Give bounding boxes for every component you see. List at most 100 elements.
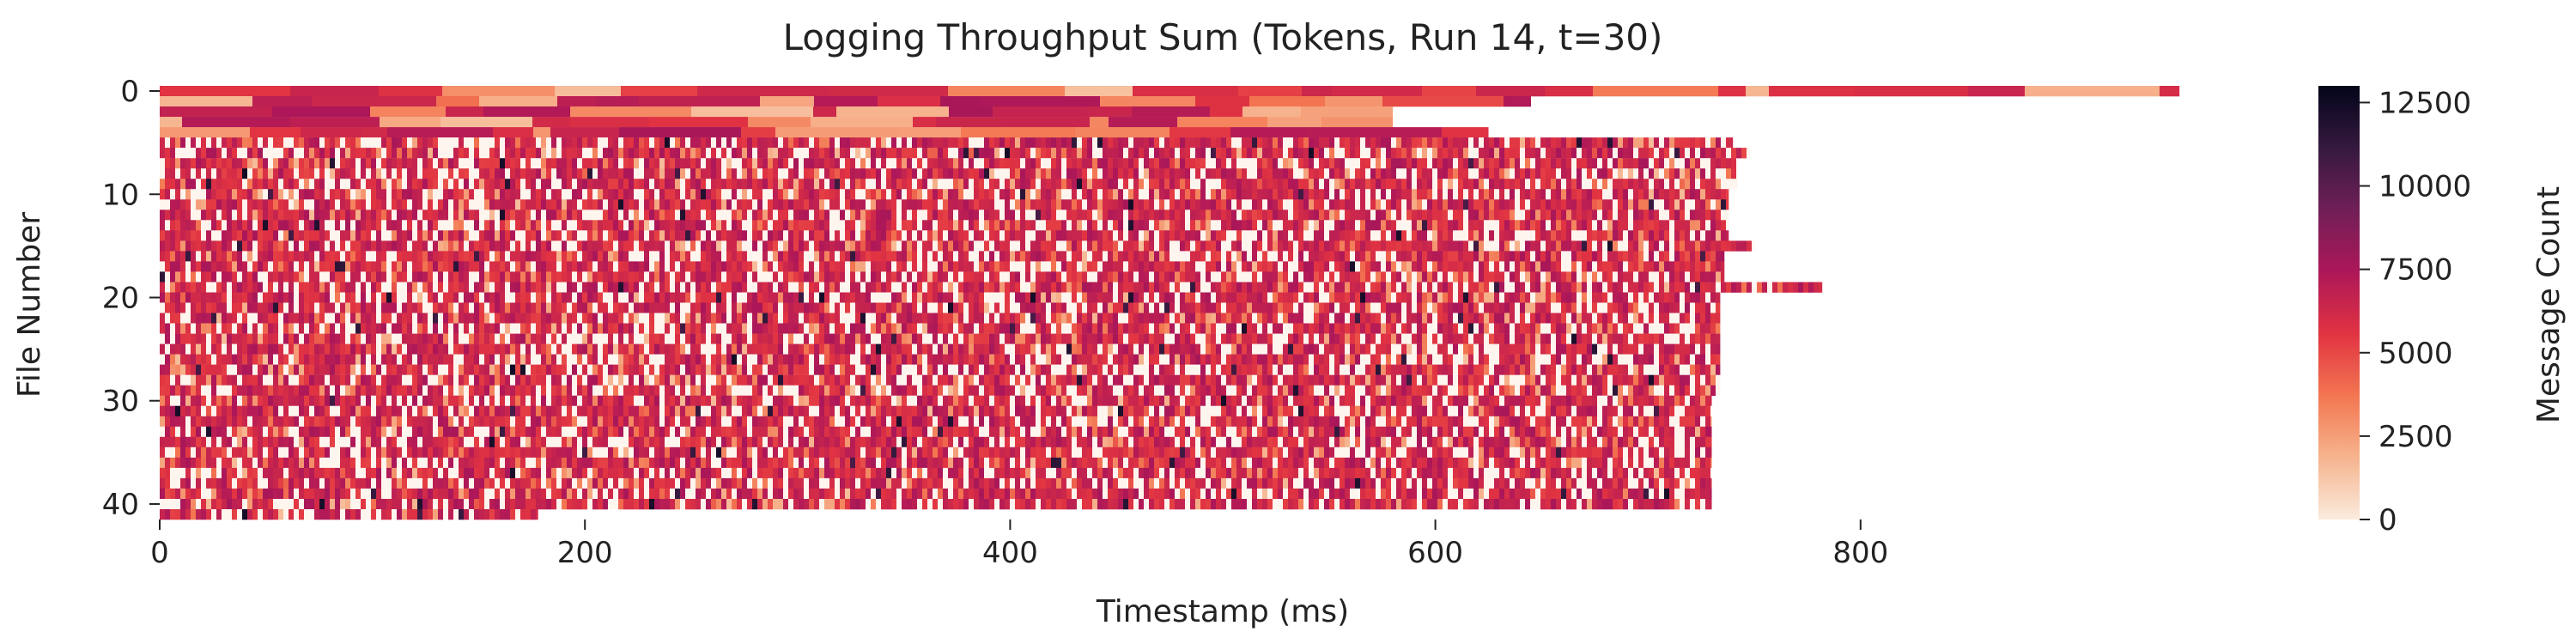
- heatmap-cell: [1731, 148, 1736, 159]
- heatmap-cell: [1211, 199, 1216, 210]
- heatmap-cell: [824, 261, 829, 272]
- heatmap-cell: [489, 230, 495, 241]
- heatmap-cell: [1177, 117, 1267, 128]
- heatmap-cell: [175, 220, 180, 231]
- heatmap-cell: [242, 158, 247, 169]
- heatmap-cell: [1628, 220, 1633, 231]
- heatmap-cell: [690, 189, 696, 200]
- heatmap-cell: [721, 199, 726, 210]
- heatmap-cell: [819, 292, 824, 303]
- heatmap-cell: [1329, 251, 1334, 262]
- heatmap-cell: [989, 220, 994, 231]
- heatmap-cell: [510, 240, 515, 252]
- heatmap-cell: [613, 199, 618, 210]
- heatmap-cell: [1087, 240, 1092, 252]
- heatmap-cell: [1020, 271, 1025, 283]
- heatmap-cell: [804, 230, 809, 241]
- heatmap-cell: [804, 271, 809, 283]
- heatmap-cell: [1247, 282, 1252, 293]
- heatmap-cell: [1262, 230, 1267, 241]
- heatmap-cell: [799, 220, 804, 231]
- heatmap-cell: [572, 240, 577, 252]
- heatmap-cell: [1365, 261, 1370, 272]
- heatmap-cell: [1659, 240, 1664, 252]
- heatmap-cell: [515, 148, 520, 159]
- heatmap-cell: [1133, 179, 1139, 190]
- heatmap-cell: [227, 240, 232, 252]
- heatmap-cell: [160, 292, 165, 303]
- heatmap-cell: [659, 168, 665, 179]
- heatmap-cell: [809, 137, 814, 149]
- heatmap-cell: [1458, 292, 1463, 303]
- heatmap-cell: [562, 179, 567, 190]
- heatmap-cell: [907, 189, 912, 200]
- heatmap-cell: [417, 168, 422, 179]
- heatmap-cell: [1705, 240, 1710, 252]
- heatmap-cell: [1376, 158, 1381, 169]
- heatmap-cell: [1365, 240, 1370, 252]
- heatmap-cell: [500, 251, 505, 262]
- heatmap-cell: [696, 261, 701, 272]
- heatmap-cell: [1252, 179, 1257, 190]
- heatmap-cell: [531, 168, 536, 179]
- heatmap-cell: [1468, 251, 1473, 262]
- heatmap-cell: [613, 158, 618, 169]
- heatmap-cell: [1267, 179, 1273, 190]
- heatmap-cell: [912, 251, 917, 262]
- heatmap-cell: [1638, 240, 1643, 252]
- heatmap-cell: [1566, 282, 1571, 293]
- heatmap-cell: [1164, 220, 1170, 231]
- heatmap-cell: [907, 292, 912, 303]
- heatmap-cell: [1195, 240, 1200, 252]
- heatmap-cell: [1108, 158, 1113, 169]
- heatmap-cell: [1257, 282, 1262, 293]
- heatmap-cell: [1010, 210, 1015, 221]
- heatmap-cell: [526, 240, 531, 252]
- heatmap-cell: [933, 230, 938, 241]
- heatmap-cell: [685, 282, 690, 293]
- heatmap-cell: [294, 251, 299, 262]
- heatmap-cell: [1473, 189, 1479, 200]
- heatmap-cell: [469, 210, 474, 221]
- heatmap-cell: [938, 251, 943, 262]
- heatmap-cell: [562, 282, 567, 293]
- heatmap-cell: [1510, 240, 1515, 252]
- heatmap-cell: [757, 199, 762, 210]
- heatmap-cell: [562, 210, 567, 221]
- heatmap-cell: [1721, 261, 1725, 272]
- heatmap-cell: [258, 220, 263, 231]
- heatmap-cell: [608, 189, 613, 200]
- heatmap-cell: [392, 158, 397, 169]
- heatmap-cell: [1242, 240, 1247, 252]
- heatmap-cell: [515, 168, 520, 179]
- heatmap-cell: [289, 292, 294, 303]
- heatmap-cell: [1443, 199, 1448, 210]
- heatmap-cell: [598, 189, 603, 200]
- heatmap-cell: [417, 251, 422, 262]
- heatmap-cell: [263, 137, 268, 149]
- heatmap-cell: [433, 158, 438, 169]
- heatmap-cell: [608, 158, 613, 169]
- heatmap-cell: [922, 261, 927, 272]
- heatmap-cell: [907, 230, 912, 241]
- heatmap-cell: [1628, 137, 1633, 149]
- heatmap-cell: [994, 292, 999, 303]
- heatmap-cell: [515, 282, 520, 293]
- heatmap-cell: [587, 179, 592, 190]
- heatmap-cell: [701, 282, 706, 293]
- heatmap-cell: [1087, 220, 1092, 231]
- heatmap-cell: [940, 96, 979, 107]
- heatmap-cell: [361, 230, 366, 241]
- heatmap-cell: [1303, 168, 1309, 179]
- heatmap-cell: [1443, 240, 1448, 252]
- heatmap-cell: [1515, 189, 1520, 200]
- heatmap-cell: [1273, 240, 1278, 252]
- heatmap-cell: [1412, 220, 1417, 231]
- heatmap-cell: [1422, 137, 1427, 149]
- heatmap-cell: [1484, 261, 1489, 272]
- heatmap-cell: [938, 220, 943, 231]
- heatmap-cell: [1149, 189, 1154, 200]
- heatmap-cell: [1427, 251, 1432, 262]
- heatmap-cell: [1082, 230, 1087, 241]
- heatmap-cell: [1257, 271, 1262, 283]
